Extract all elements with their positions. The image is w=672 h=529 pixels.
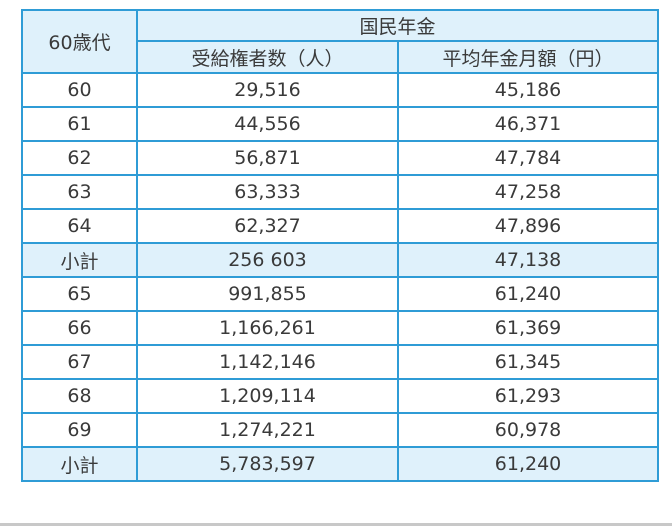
table-row: 67 1,142,146 61,345 <box>21 344 660 380</box>
age-cell: 66 <box>21 310 138 346</box>
count-cell: 63,333 <box>136 174 399 210</box>
age-cell: 62 <box>21 140 138 176</box>
pension-table: 60歳代 国民年金 受給権者数（人） 平均年金月額（円） 60 29,516 45,… <box>21 9 660 482</box>
age-cell: 69 <box>21 412 138 448</box>
age-cell: 小計 <box>21 446 138 482</box>
count-cell: 256 603 <box>136 242 399 278</box>
amount-header: 平均年金月額（円） <box>396 40 660 74</box>
amount-cell: 46,371 <box>396 106 660 142</box>
amount-cell: 61,369 <box>396 310 660 346</box>
amount-cell: 61,240 <box>396 276 660 312</box>
amount-cell: 47,896 <box>396 208 660 244</box>
group-header: 国民年金 <box>135 9 660 42</box>
table-row: 66 1,166,261 61,369 <box>21 310 660 346</box>
count-cell: 1,142,146 <box>136 344 399 380</box>
table-row: 68 1,209,114 61,293 <box>21 378 660 414</box>
amount-cell: 61,345 <box>396 344 660 380</box>
amount-cell: 45,186 <box>396 72 660 108</box>
age-header: 60歳代 <box>21 9 138 74</box>
amount-cell: 47,784 <box>396 140 660 176</box>
age-cell: 64 <box>21 208 138 244</box>
table-row: 63 63,333 47,258 <box>21 174 660 210</box>
count-cell: 1,274,221 <box>136 412 399 448</box>
count-cell: 1,209,114 <box>136 378 399 414</box>
count-cell: 991,855 <box>136 276 399 312</box>
table-row: 61 44,556 46,371 <box>21 106 660 142</box>
table-row: 69 1,274,221 60,978 <box>21 412 660 448</box>
amount-cell: 47,138 <box>396 242 660 278</box>
age-cell: 63 <box>21 174 138 210</box>
count-cell: 5,783,597 <box>136 446 399 482</box>
count-cell: 56,871 <box>136 140 399 176</box>
subtotal-row: 小計 256 603 47,138 <box>21 242 660 278</box>
count-cell: 62,327 <box>136 208 399 244</box>
table-row: 60 29,516 45,186 <box>21 72 660 108</box>
count-cell: 44,556 <box>136 106 399 142</box>
age-cell: 65 <box>21 276 138 312</box>
age-cell: 小計 <box>21 242 138 278</box>
amount-cell: 61,240 <box>396 446 660 482</box>
amount-cell: 61,293 <box>396 378 660 414</box>
amount-cell: 60,978 <box>396 412 660 448</box>
bottom-rule <box>0 523 672 526</box>
table-row: 64 62,327 47,896 <box>21 208 660 244</box>
age-cell: 61 <box>21 106 138 142</box>
table-row: 65 991,855 61,240 <box>21 276 660 312</box>
age-cell: 60 <box>21 72 138 108</box>
count-cell: 1,166,261 <box>136 310 399 346</box>
count-cell: 29,516 <box>136 72 399 108</box>
table-row: 62 56,871 47,784 <box>21 140 660 176</box>
age-cell: 68 <box>21 378 138 414</box>
age-cell: 67 <box>21 344 138 380</box>
subtotal-row: 小計 5,783,597 61,240 <box>21 446 660 482</box>
table-body: 60 29,516 45,186 61 44,556 46,371 62 56,871 47,7… <box>21 72 660 482</box>
count-header: 受給権者数（人） <box>136 40 399 74</box>
amount-cell: 47,258 <box>396 174 660 210</box>
